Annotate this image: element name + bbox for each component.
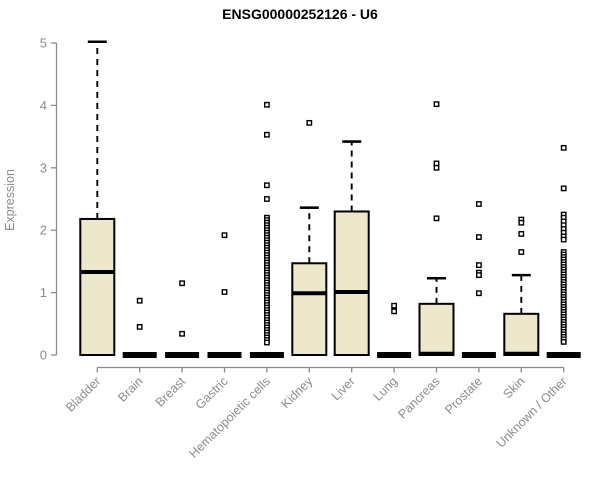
box-liver <box>333 140 370 356</box>
collapsed-box <box>207 352 242 358</box>
box-lung <box>377 302 412 358</box>
collapsed-box <box>165 352 200 358</box>
box-hematopoietic-cells <box>249 101 284 358</box>
outlier-point <box>433 164 440 171</box>
outlier-point <box>179 280 185 287</box>
outlier-point <box>518 231 525 237</box>
outlier-point <box>221 289 228 295</box>
outlier-point <box>264 182 270 189</box>
box-breast <box>165 280 200 358</box>
x-category-label: Brain <box>115 374 146 405</box>
outlier-point <box>476 234 482 240</box>
collapsed-box <box>249 352 284 358</box>
outlier-point <box>391 308 397 315</box>
box-brain <box>122 297 157 358</box>
y-axis-label: Expression <box>3 169 17 231</box>
collapsed-box <box>122 352 157 358</box>
box-rect <box>503 312 540 357</box>
box-gastric <box>207 232 242 358</box>
chart-title: ENSG00000252126 - U6 <box>222 6 378 22</box>
outlier-point <box>264 196 270 202</box>
outlier-point <box>560 338 567 345</box>
x-category-label: Kidney <box>278 374 315 411</box>
collapsed-box <box>377 352 412 358</box>
outlier-point <box>136 324 143 330</box>
box-bladder <box>79 40 116 356</box>
box-rect <box>79 217 116 356</box>
outlier-point <box>476 272 482 279</box>
outlier-point <box>433 101 440 108</box>
x-category-label: Lung <box>371 374 401 404</box>
outlier-point <box>476 262 482 269</box>
outlier-point <box>136 297 143 304</box>
y-tick-label: 1 <box>40 285 47 300</box>
x-category-label: Hematopoietic cells <box>186 374 273 461</box>
x-category-label: Liver <box>329 374 358 403</box>
x-category-label: Gastric <box>193 374 231 412</box>
outlier-point <box>560 144 567 151</box>
y-tick-label: 4 <box>40 98 47 113</box>
outlier-point <box>306 119 313 126</box>
collapsed-box <box>461 352 496 358</box>
x-category-label: Breast <box>153 374 189 410</box>
box-prostate <box>461 201 496 358</box>
box-unknown-other <box>546 144 581 358</box>
outlier-point <box>264 101 270 108</box>
box-kidney <box>291 119 328 356</box>
box-skin <box>503 216 540 357</box>
box-rect <box>333 210 370 356</box>
collapsed-box <box>546 352 581 358</box>
outlier-point <box>560 236 567 243</box>
outlier-point <box>518 249 525 255</box>
x-category-label: Pancreas <box>395 374 442 421</box>
box-rect <box>291 262 328 356</box>
outlier-point <box>264 131 270 138</box>
box-rect <box>418 302 455 356</box>
y-tick-label: 0 <box>40 348 47 363</box>
outlier-point <box>518 219 525 226</box>
plot-area <box>79 40 581 358</box>
outlier-point <box>476 290 482 297</box>
outlier-point <box>560 185 567 192</box>
x-category-label: Skin <box>500 374 527 401</box>
outlier-point <box>391 302 397 309</box>
box-pancreas <box>418 101 455 356</box>
y-tick-label: 3 <box>40 160 47 175</box>
y-tick-label: 2 <box>40 223 47 238</box>
x-category-label: Bladder <box>63 374 103 414</box>
outlier-point <box>179 330 185 337</box>
outlier-point <box>264 339 270 346</box>
outlier-point <box>433 215 440 222</box>
y-tick-label: 5 <box>40 36 47 51</box>
x-category-label: Prostate <box>442 374 485 417</box>
axes: 0 1 2 3 4 5 Bladder Brain Breast GastricHematopoi… <box>40 36 570 461</box>
outlier-point <box>221 232 228 239</box>
outlier-point <box>476 201 482 207</box>
